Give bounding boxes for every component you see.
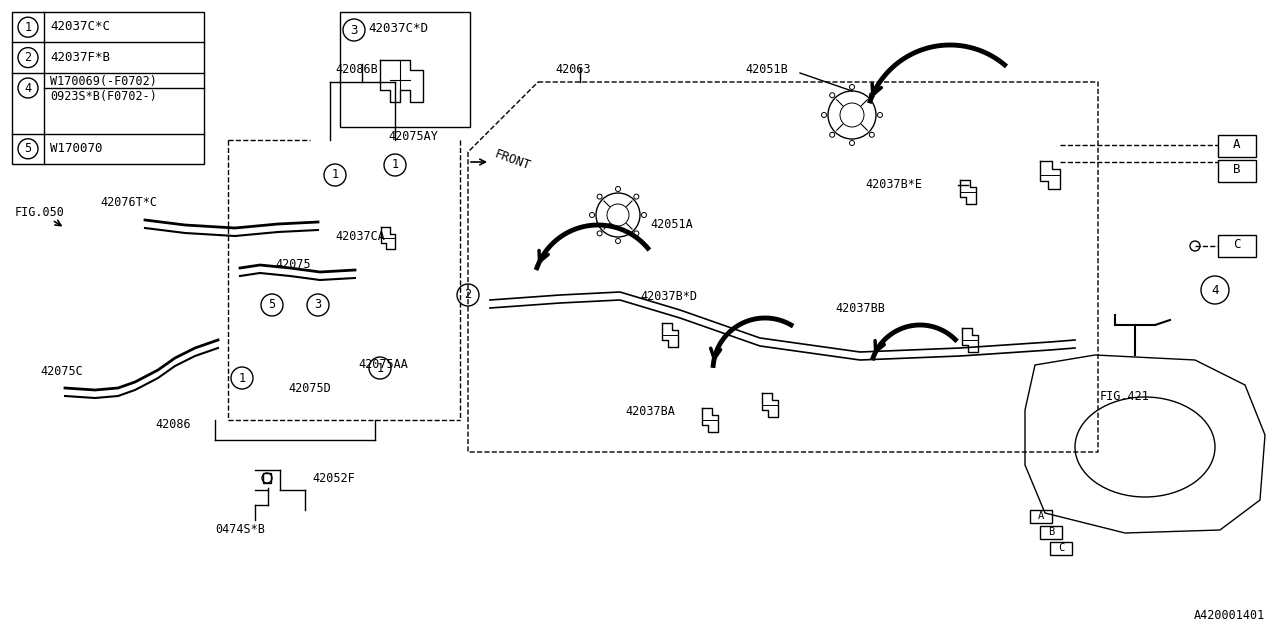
- Text: 42086B: 42086B: [335, 63, 378, 76]
- Text: 0474S*B: 0474S*B: [215, 523, 265, 536]
- Bar: [1219, 160, 1256, 182]
- Text: W170069(-F0702): W170069(-F0702): [50, 75, 157, 88]
- Text: FIG.421: FIG.421: [1100, 390, 1149, 403]
- Text: 1: 1: [392, 159, 398, 172]
- Text: A: A: [1038, 511, 1044, 521]
- Text: 1: 1: [376, 362, 384, 374]
- Text: 1: 1: [332, 168, 339, 182]
- Text: 42075: 42075: [275, 258, 311, 271]
- Bar: [1219, 235, 1256, 257]
- Text: 42051B: 42051B: [745, 63, 787, 76]
- Text: 42075D: 42075D: [288, 382, 330, 395]
- Text: 42075AY: 42075AY: [388, 130, 438, 143]
- Text: 4: 4: [24, 81, 32, 95]
- Text: 42037CA: 42037CA: [335, 230, 385, 243]
- Text: 42051A: 42051A: [650, 218, 692, 231]
- Bar: [1030, 510, 1052, 523]
- Text: B: B: [1048, 527, 1055, 537]
- Text: 1: 1: [24, 20, 32, 34]
- Text: 42037C*D: 42037C*D: [369, 22, 428, 35]
- Text: 42075AA: 42075AA: [358, 358, 408, 371]
- Bar: [340, 12, 470, 127]
- Text: 42037B*E: 42037B*E: [865, 178, 922, 191]
- Text: 3: 3: [351, 24, 357, 36]
- Text: FIG.050: FIG.050: [15, 206, 65, 219]
- Bar: [1050, 542, 1073, 555]
- Text: FRONT: FRONT: [493, 148, 532, 173]
- Bar: [1039, 526, 1062, 539]
- Text: 2: 2: [465, 289, 471, 301]
- Bar: [12, 12, 204, 164]
- Text: 42063: 42063: [556, 63, 590, 76]
- Text: 42037B*D: 42037B*D: [640, 290, 698, 303]
- Text: C: C: [1233, 238, 1240, 251]
- Text: 5: 5: [24, 142, 32, 156]
- Text: 0923S*B(F0702-): 0923S*B(F0702-): [50, 90, 157, 103]
- Text: 42086: 42086: [155, 418, 191, 431]
- Text: 42037BA: 42037BA: [625, 405, 675, 418]
- Text: B: B: [1233, 163, 1240, 176]
- Text: 42037BB: 42037BB: [835, 302, 884, 315]
- Bar: [262, 473, 271, 483]
- Text: 2: 2: [24, 51, 32, 64]
- Text: 42076T*C: 42076T*C: [100, 196, 157, 209]
- Text: 3: 3: [315, 298, 321, 312]
- Text: W170070: W170070: [50, 142, 102, 155]
- Text: C: C: [1057, 543, 1064, 553]
- Bar: [1219, 135, 1256, 157]
- Text: 42075C: 42075C: [40, 365, 83, 378]
- Text: 1: 1: [238, 371, 246, 385]
- Text: 5: 5: [269, 298, 275, 312]
- Text: 42052F: 42052F: [312, 472, 355, 485]
- Text: 42037F*B: 42037F*B: [50, 51, 110, 63]
- Text: 42037C*C: 42037C*C: [50, 20, 110, 33]
- Text: A: A: [1233, 138, 1240, 151]
- Text: A420001401: A420001401: [1194, 609, 1265, 622]
- Text: 4: 4: [1211, 284, 1219, 296]
